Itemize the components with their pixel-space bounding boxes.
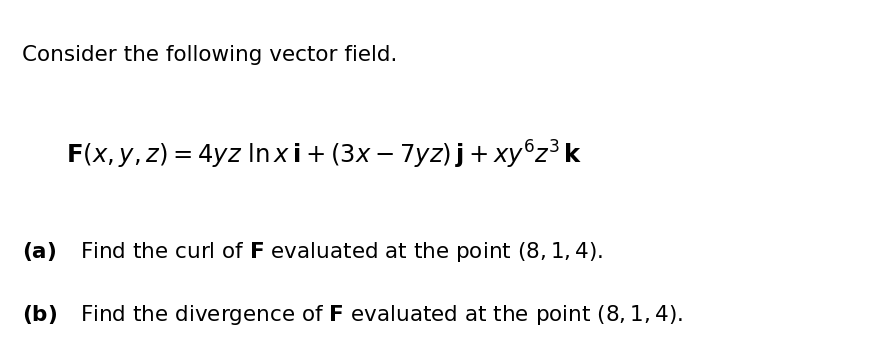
Text: Consider the following vector field.: Consider the following vector field. bbox=[22, 45, 398, 65]
Text: $\mathbf{(b)}$: $\mathbf{(b)}$ bbox=[22, 303, 57, 326]
Text: $\mathbf{(a)}$: $\mathbf{(a)}$ bbox=[22, 240, 56, 263]
Text: $\mathbf{F}(x, y, z) = 4yz\ \mathrm{ln}\, x\, \mathbf{i} + (3x - 7yz)\, \mathbf{: $\mathbf{F}(x, y, z) = 4yz\ \mathrm{ln}\… bbox=[66, 139, 583, 172]
Text: Find the divergence of $\mathbf{F}$ evaluated at the point $(8, 1, 4)$.: Find the divergence of $\mathbf{F}$ eval… bbox=[80, 303, 684, 327]
Text: Find the curl of $\mathbf{F}$ evaluated at the point $(8, 1, 4)$.: Find the curl of $\mathbf{F}$ evaluated … bbox=[80, 240, 603, 264]
